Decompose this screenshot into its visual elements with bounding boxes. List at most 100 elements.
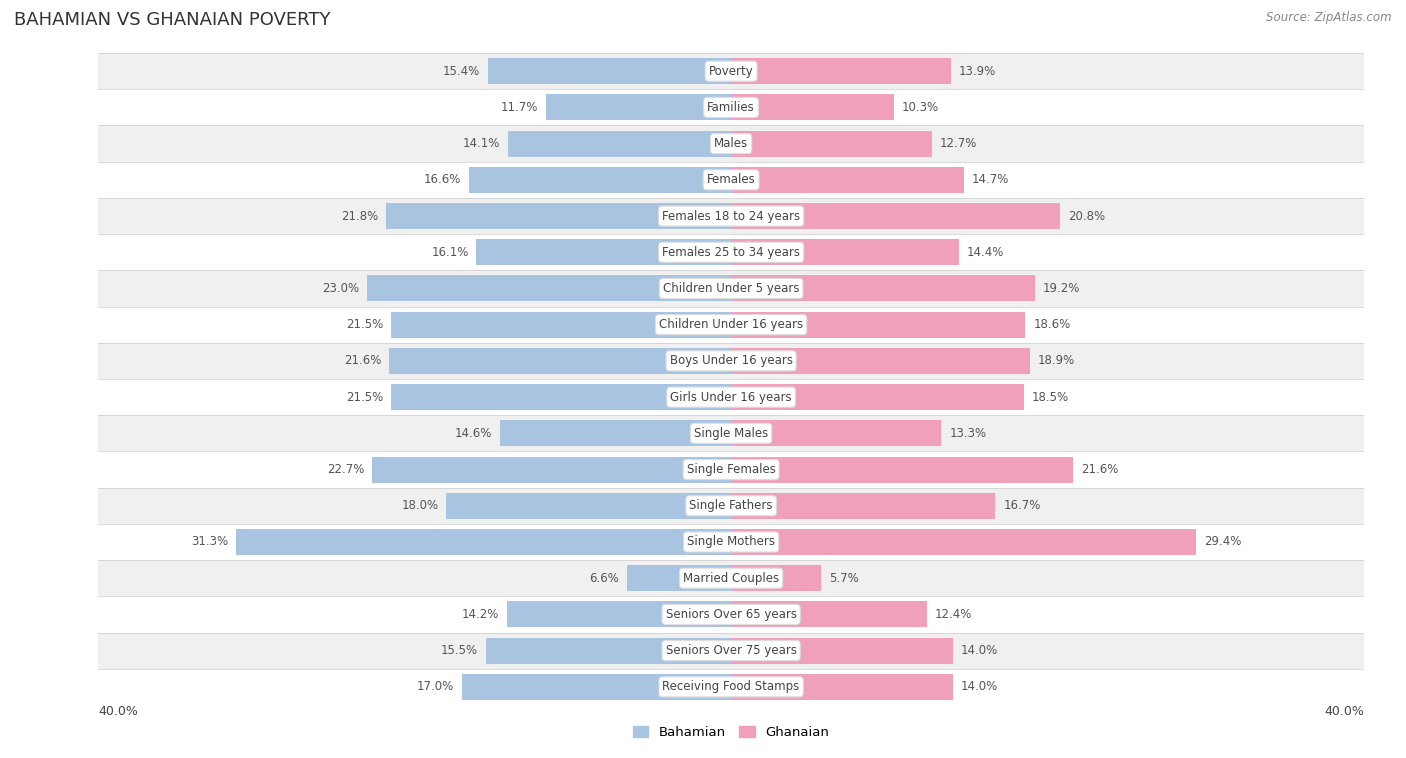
Bar bbox=[446, 493, 731, 518]
Text: 18.6%: 18.6% bbox=[1033, 318, 1070, 331]
Text: 22.7%: 22.7% bbox=[326, 463, 364, 476]
Bar bbox=[98, 306, 1364, 343]
Bar bbox=[731, 420, 942, 446]
Text: 12.7%: 12.7% bbox=[939, 137, 977, 150]
Text: 14.0%: 14.0% bbox=[960, 644, 998, 657]
Text: 40.0%: 40.0% bbox=[1324, 705, 1364, 718]
Bar bbox=[387, 203, 731, 229]
Bar bbox=[477, 240, 731, 265]
Bar bbox=[367, 275, 731, 302]
Bar bbox=[98, 53, 1364, 89]
Text: 31.3%: 31.3% bbox=[191, 535, 228, 549]
Text: 14.4%: 14.4% bbox=[967, 246, 1004, 258]
Text: 29.4%: 29.4% bbox=[1204, 535, 1241, 549]
Text: Children Under 16 years: Children Under 16 years bbox=[659, 318, 803, 331]
Bar bbox=[391, 312, 731, 338]
Bar bbox=[546, 94, 731, 121]
Text: 18.0%: 18.0% bbox=[401, 500, 439, 512]
Text: 11.7%: 11.7% bbox=[501, 101, 538, 114]
Text: 20.8%: 20.8% bbox=[1069, 209, 1105, 223]
Text: 21.6%: 21.6% bbox=[344, 355, 381, 368]
Text: 23.0%: 23.0% bbox=[322, 282, 360, 295]
Bar bbox=[98, 379, 1364, 415]
Text: 19.2%: 19.2% bbox=[1043, 282, 1080, 295]
Bar bbox=[506, 601, 731, 628]
Text: 18.5%: 18.5% bbox=[1032, 390, 1069, 403]
Bar bbox=[731, 275, 1035, 302]
Bar bbox=[98, 524, 1364, 560]
Bar bbox=[501, 420, 731, 446]
Text: Females: Females bbox=[707, 174, 755, 186]
Bar bbox=[731, 240, 959, 265]
Text: Children Under 5 years: Children Under 5 years bbox=[662, 282, 800, 295]
Text: Single Females: Single Females bbox=[686, 463, 776, 476]
Bar bbox=[731, 456, 1073, 483]
Bar bbox=[731, 601, 927, 628]
Bar bbox=[463, 674, 731, 700]
Bar bbox=[731, 565, 821, 591]
Text: BAHAMIAN VS GHANAIAN POVERTY: BAHAMIAN VS GHANAIAN POVERTY bbox=[14, 11, 330, 30]
Text: 17.0%: 17.0% bbox=[418, 681, 454, 694]
Bar bbox=[731, 130, 932, 157]
Text: 21.5%: 21.5% bbox=[346, 318, 382, 331]
Text: Source: ZipAtlas.com: Source: ZipAtlas.com bbox=[1267, 11, 1392, 24]
Text: 14.0%: 14.0% bbox=[960, 681, 998, 694]
Text: 13.9%: 13.9% bbox=[959, 64, 995, 77]
Bar bbox=[486, 637, 731, 664]
Text: Males: Males bbox=[714, 137, 748, 150]
Legend: Bahamian, Ghanaian: Bahamian, Ghanaian bbox=[627, 720, 835, 744]
Text: 21.6%: 21.6% bbox=[1081, 463, 1118, 476]
Bar bbox=[98, 126, 1364, 161]
Text: 40.0%: 40.0% bbox=[98, 705, 138, 718]
Text: 10.3%: 10.3% bbox=[903, 101, 939, 114]
Text: 12.4%: 12.4% bbox=[935, 608, 973, 621]
Bar bbox=[731, 637, 952, 664]
Bar bbox=[98, 271, 1364, 306]
Bar bbox=[731, 203, 1060, 229]
Text: Married Couples: Married Couples bbox=[683, 572, 779, 584]
Text: 14.2%: 14.2% bbox=[461, 608, 499, 621]
Text: Girls Under 16 years: Girls Under 16 years bbox=[671, 390, 792, 403]
Text: Females 25 to 34 years: Females 25 to 34 years bbox=[662, 246, 800, 258]
Bar bbox=[731, 94, 894, 121]
Bar bbox=[98, 343, 1364, 379]
Bar bbox=[98, 198, 1364, 234]
Text: 21.8%: 21.8% bbox=[342, 209, 378, 223]
Bar bbox=[98, 161, 1364, 198]
Bar bbox=[98, 234, 1364, 271]
Text: 6.6%: 6.6% bbox=[589, 572, 619, 584]
Bar bbox=[98, 452, 1364, 487]
Bar bbox=[508, 130, 731, 157]
Bar bbox=[731, 529, 1197, 555]
Bar bbox=[731, 348, 1031, 374]
Text: 14.7%: 14.7% bbox=[972, 174, 1010, 186]
Bar bbox=[389, 348, 731, 374]
Bar bbox=[373, 456, 731, 483]
Bar bbox=[98, 487, 1364, 524]
Bar bbox=[731, 58, 950, 84]
Bar bbox=[98, 632, 1364, 669]
Bar bbox=[98, 597, 1364, 632]
Text: 18.9%: 18.9% bbox=[1038, 355, 1076, 368]
Text: Poverty: Poverty bbox=[709, 64, 754, 77]
Text: 16.1%: 16.1% bbox=[432, 246, 468, 258]
Text: 21.5%: 21.5% bbox=[346, 390, 382, 403]
Bar bbox=[731, 312, 1025, 338]
Bar bbox=[488, 58, 731, 84]
Text: Single Males: Single Males bbox=[695, 427, 768, 440]
Text: 5.7%: 5.7% bbox=[830, 572, 859, 584]
Text: Females 18 to 24 years: Females 18 to 24 years bbox=[662, 209, 800, 223]
Text: 16.6%: 16.6% bbox=[423, 174, 461, 186]
Text: Seniors Over 65 years: Seniors Over 65 years bbox=[665, 608, 797, 621]
Text: 14.1%: 14.1% bbox=[463, 137, 501, 150]
Text: Single Mothers: Single Mothers bbox=[688, 535, 775, 549]
Text: 14.6%: 14.6% bbox=[456, 427, 492, 440]
Text: 16.7%: 16.7% bbox=[1002, 500, 1040, 512]
Bar bbox=[731, 384, 1024, 410]
Bar bbox=[98, 415, 1364, 452]
Bar bbox=[468, 167, 731, 193]
Bar bbox=[98, 560, 1364, 597]
Bar bbox=[731, 167, 963, 193]
Bar bbox=[98, 669, 1364, 705]
Bar bbox=[391, 384, 731, 410]
